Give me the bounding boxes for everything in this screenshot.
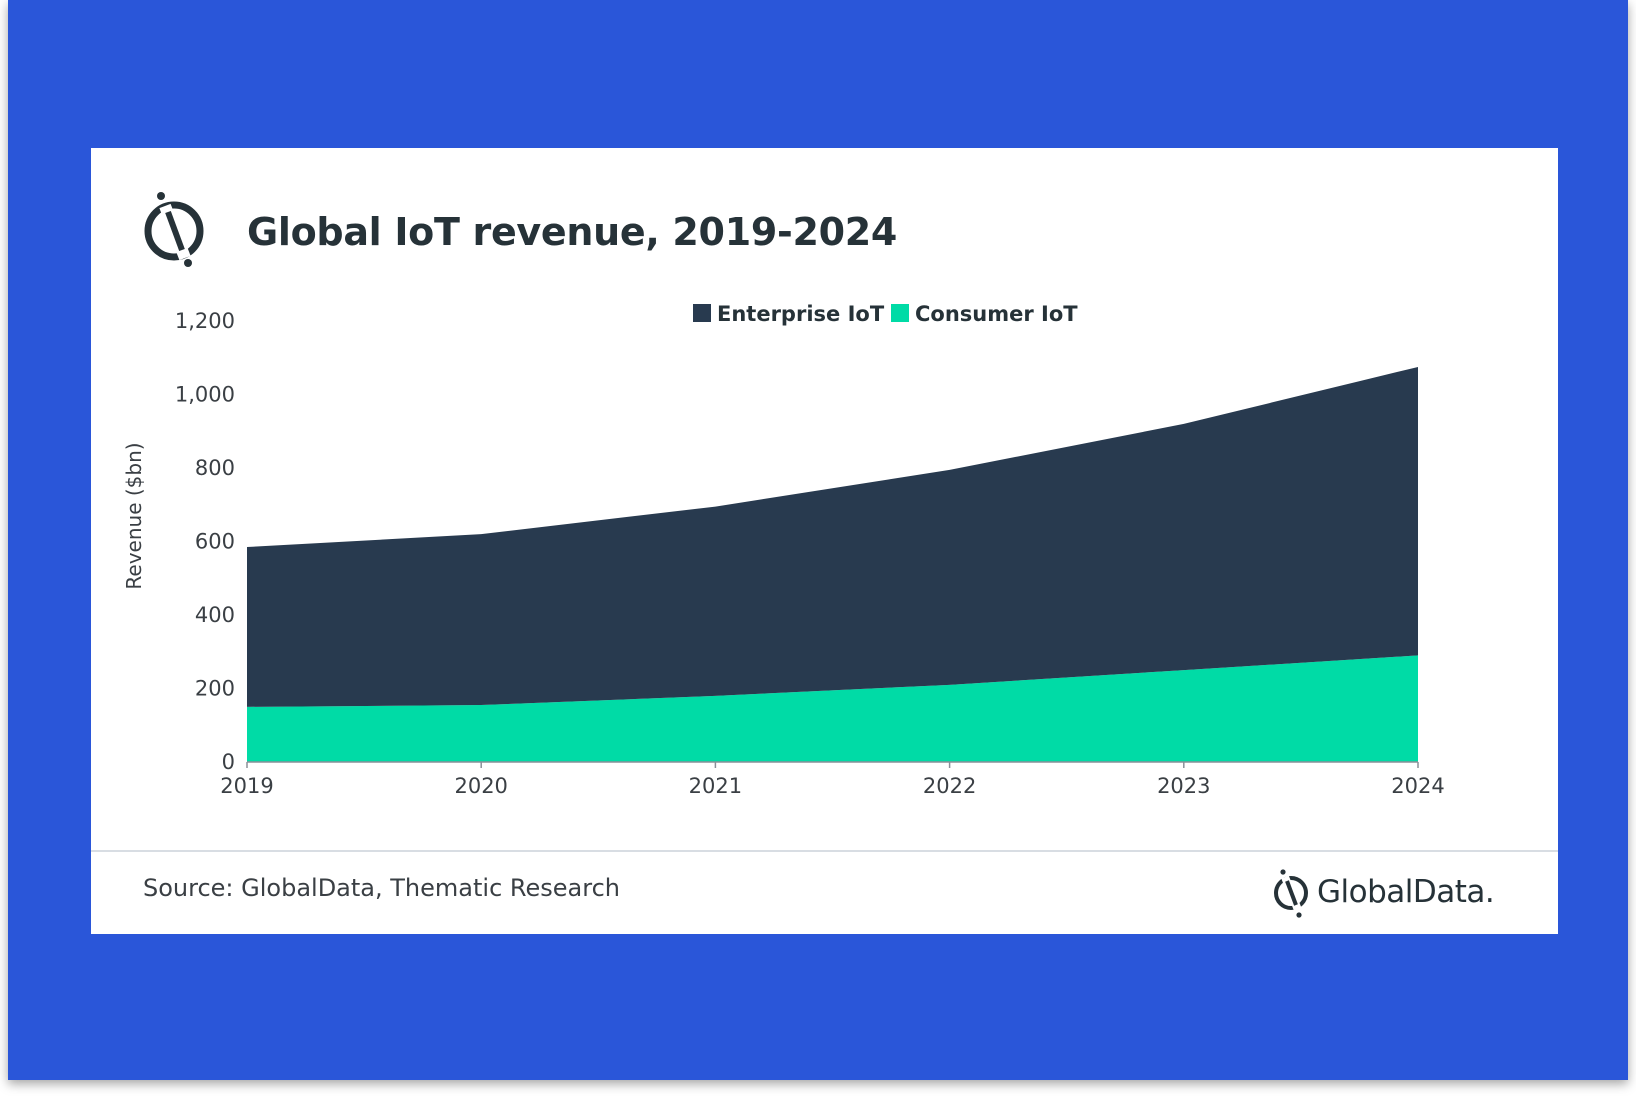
chart-title: Global IoT revenue, 2019-2024 — [247, 210, 898, 254]
divider — [91, 850, 1558, 852]
globaldata-logo-icon — [1274, 869, 1308, 918]
area-series-enterprise-iot — [247, 366, 1418, 707]
background-frame: Global IoT revenue, 2019-2024 2019 2020 20… — [8, 0, 1628, 1080]
legend-swatch — [891, 304, 909, 322]
legend-label: Enterprise IoT — [717, 302, 885, 326]
y-tick-label: 200 — [195, 677, 235, 701]
source-note: Source: GlobalData, Thematic Research — [143, 874, 620, 902]
chart-card: Global IoT revenue, 2019-2024 2019 2020 20… — [91, 148, 1558, 934]
legend-label: Consumer IoT — [915, 302, 1078, 326]
x-tick-label: 2023 — [1157, 774, 1210, 798]
y-tick-label: 600 — [195, 530, 235, 554]
x-tick-label: 2020 — [454, 774, 507, 798]
y-tick-label: 1,000 — [175, 383, 235, 407]
globaldata-logo-icon — [144, 192, 204, 267]
chart-plot: 2019 2020 2021 2022 2023 2024 0 200 400 600 800 1,0… — [122, 302, 1445, 798]
y-tick-label: 1,200 — [175, 309, 235, 333]
area-series-consumer-iot — [247, 655, 1418, 762]
x-tick-label: 2024 — [1391, 774, 1444, 798]
x-tick-label: 2021 — [689, 774, 742, 798]
x-tick-label: 2019 — [220, 774, 273, 798]
legend-swatch — [693, 304, 711, 322]
y-tick-label: 400 — [195, 603, 235, 627]
x-tick-label: 2022 — [923, 774, 976, 798]
y-tick-label: 800 — [195, 456, 235, 480]
y-tick-label: 0 — [222, 750, 235, 774]
brand-logo: GlobalData. — [1271, 868, 1531, 920]
y-axis-label: Revenue ($bn) — [122, 442, 146, 589]
brand-name: GlobalData. — [1317, 874, 1495, 910]
